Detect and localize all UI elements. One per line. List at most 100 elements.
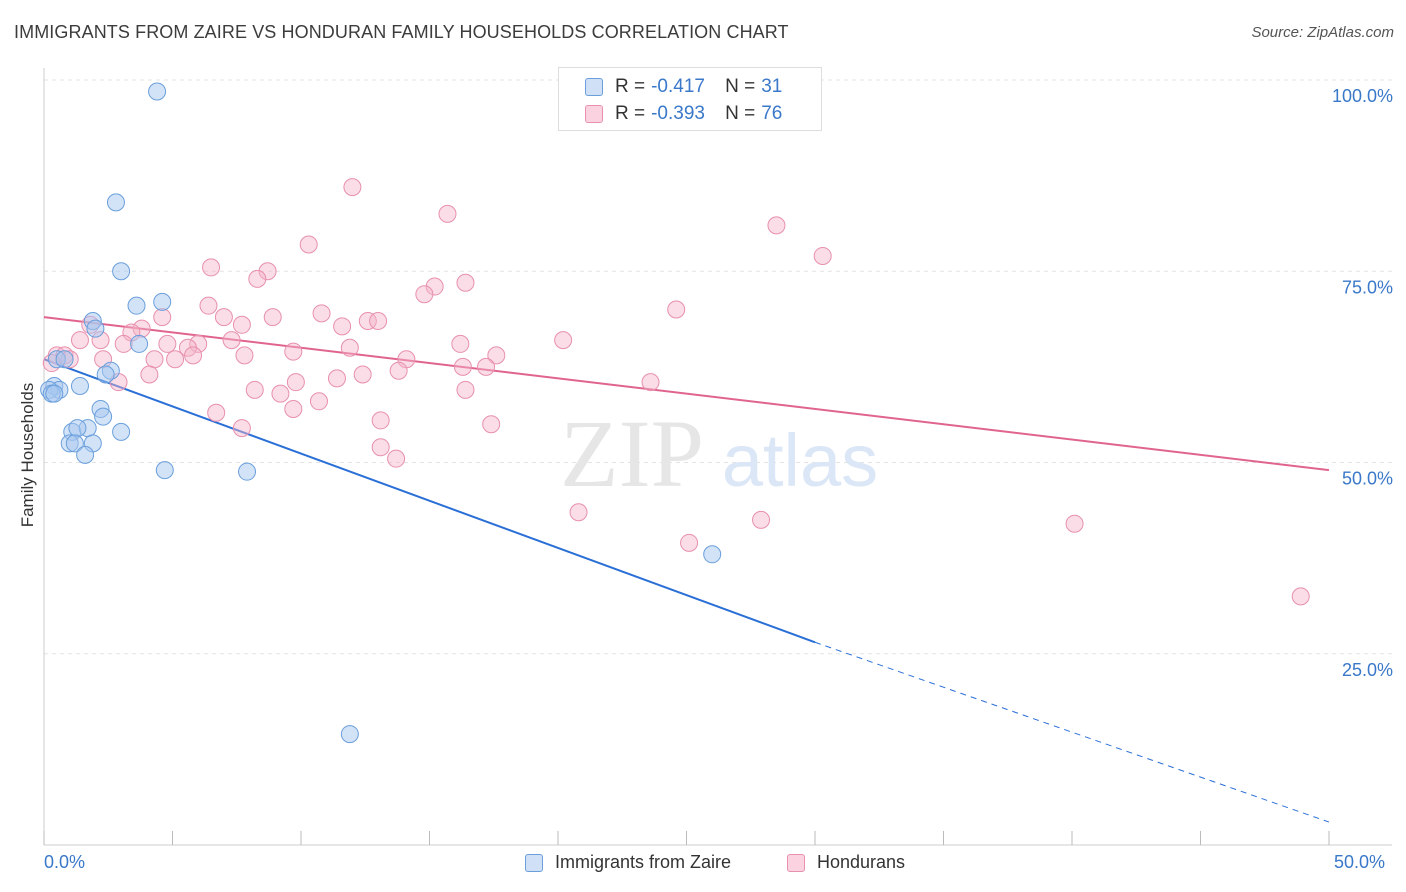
point-hondurans [369,311,388,330]
point-hondurans [114,334,133,353]
point-hondurans [258,262,277,281]
point-hondurans [680,533,699,552]
point-hondurans [263,308,282,327]
point-hondurans [425,277,444,296]
point-hondurans [309,392,328,411]
legend-swatch-hondurans [585,105,603,123]
point-hondurans [371,438,390,457]
tick-labels: 100.0% 75.0% 50.0% 25.0% [1332,86,1393,680]
point-zaire [340,725,359,744]
point-hondurans [158,334,177,353]
point-hondurans [222,331,241,350]
point-hondurans [767,216,786,235]
legend-n-value: 76 [761,103,783,124]
point-zaire [155,461,174,480]
point-zaire [70,377,89,395]
point-hondurans [569,503,588,522]
watermark-atlas: atlas [722,419,878,502]
chart-title: IMMIGRANTS FROM ZAIRE VS HONDURAN FAMILY… [14,22,789,42]
point-zaire [148,82,167,101]
legend-row-hondurans: R = -0.393 N = 76 [585,102,791,126]
legend-item-zaire[interactable]: Immigrants from Zaire [525,852,731,873]
y-tick-label: 25.0% [1342,660,1393,680]
point-hondurans [343,178,362,197]
point-hondurans [456,273,475,292]
point-hondurans [299,235,318,254]
point-hondurans [333,317,352,336]
trend-line-zaire-extrapolated [814,641,1330,823]
x-tick-max: 50.0% [1334,852,1386,872]
y-axis-label: Family Households [18,382,37,528]
point-hondurans [207,403,226,422]
legend-r-value: -0.417 [651,76,705,97]
point-hondurans [232,315,251,334]
trend-lines [43,316,1330,823]
point-hondurans [387,449,406,468]
point-hondurans [286,373,305,392]
watermark-zip: ZIP [560,400,704,507]
data-points [40,82,1310,744]
point-zaire [106,193,125,212]
point-hondurans [327,369,346,388]
point-hondurans [245,380,264,399]
point-hondurans [389,361,408,380]
point-zaire [86,319,105,338]
legend-item-hondurans[interactable]: Hondurans [787,852,905,873]
y-tick-label: 100.0% [1332,86,1393,106]
legend-n-label: N = [725,103,756,124]
point-hondurans [145,350,164,369]
point-hondurans [340,338,359,357]
point-hondurans [487,346,506,365]
point-hondurans [415,285,434,304]
point-hondurans [1065,514,1084,533]
watermark: ZIP atlas [560,400,878,507]
point-zaire [112,422,131,441]
point-hondurans [554,331,573,350]
point-hondurans [641,373,660,392]
point-hondurans [438,204,457,223]
point-hondurans [667,300,686,319]
y-tick-label: 50.0% [1342,469,1393,489]
legend-n-value: 31 [761,76,783,97]
point-hondurans [371,411,390,430]
point-zaire [153,292,172,311]
point-hondurans [214,308,233,327]
point-hondurans [451,334,470,353]
point-zaire [127,296,146,315]
legend-swatch-zaire [525,853,543,872]
point-hondurans [235,346,254,365]
point-zaire [703,545,722,564]
point-zaire [112,262,131,281]
legend-label-hondurans: Hondurans [817,852,906,872]
point-hondurans [70,331,89,350]
point-zaire [65,434,84,453]
point-hondurans [477,357,496,376]
grid-lines [44,79,1392,655]
trend-line-zaire [43,358,816,644]
point-hondurans [248,269,267,288]
point-hondurans [189,334,208,353]
point-hondurans [456,380,475,399]
legend-r-label: R = [615,103,646,124]
point-hondurans [358,311,377,330]
point-zaire [45,384,64,403]
point-hondurans [1291,587,1310,606]
point-zaire [94,407,113,426]
x-tick-min: 0.0% [44,852,86,872]
axes [43,68,1392,846]
point-hondurans [813,246,832,265]
point-hondurans [353,365,372,384]
point-hondurans [232,419,251,438]
legend-swatch-zaire [585,78,603,96]
source-credit: Source: ZipAtlas.com [1251,24,1394,41]
legend-r-label: R = [615,76,646,97]
point-zaire [96,365,115,384]
legend-n-label: N = [725,76,756,97]
point-hondurans [184,346,203,365]
legend-label-zaire: Immigrants from Zaire [555,852,732,872]
correlation-legend: R = -0.417 N = 31 R = -0.393 N = 76 [558,67,822,131]
point-zaire [68,419,87,438]
legend-swatch-hondurans [787,853,805,872]
point-hondurans [202,258,221,277]
